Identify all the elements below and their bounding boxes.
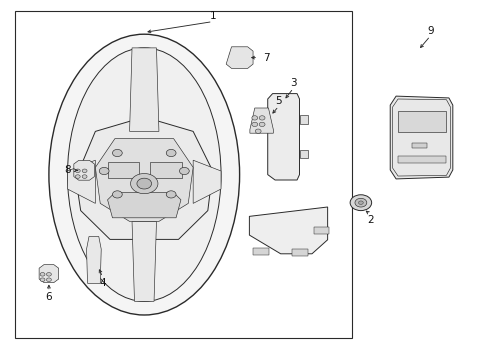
Polygon shape [107, 193, 181, 218]
Circle shape [112, 191, 122, 198]
Text: 5: 5 [275, 96, 282, 106]
Circle shape [40, 273, 45, 276]
Circle shape [349, 195, 371, 211]
Bar [411, 143, 426, 148]
Circle shape [46, 278, 51, 282]
Polygon shape [253, 248, 268, 255]
Bar [150, 162, 182, 178]
Polygon shape [132, 221, 156, 301]
Circle shape [75, 175, 80, 179]
Polygon shape [292, 249, 307, 256]
Circle shape [251, 116, 257, 120]
Circle shape [251, 122, 257, 127]
Polygon shape [249, 207, 327, 254]
Circle shape [166, 191, 176, 198]
Polygon shape [39, 265, 59, 283]
Text: 7: 7 [263, 53, 269, 63]
Circle shape [99, 167, 109, 175]
Polygon shape [193, 160, 221, 203]
Text: 1: 1 [209, 11, 216, 21]
Ellipse shape [49, 34, 239, 315]
Circle shape [259, 122, 264, 127]
Ellipse shape [67, 48, 221, 301]
Text: 2: 2 [366, 215, 373, 225]
Text: 3: 3 [289, 78, 296, 88]
Polygon shape [74, 161, 94, 180]
Circle shape [46, 273, 51, 276]
Circle shape [112, 149, 122, 157]
Text: 8: 8 [64, 165, 71, 175]
Polygon shape [129, 48, 159, 131]
Polygon shape [67, 160, 95, 203]
Circle shape [354, 198, 366, 207]
Circle shape [166, 149, 176, 157]
Polygon shape [313, 227, 328, 234]
Text: 6: 6 [45, 292, 52, 302]
Bar [397, 111, 446, 132]
Circle shape [40, 278, 45, 282]
Circle shape [358, 201, 363, 204]
Bar [299, 115, 308, 124]
Polygon shape [249, 108, 273, 133]
Circle shape [255, 129, 261, 133]
Circle shape [82, 169, 87, 173]
Bar [299, 150, 308, 158]
Polygon shape [86, 237, 101, 283]
Text: 4: 4 [99, 278, 106, 288]
Polygon shape [225, 47, 253, 68]
Text: 9: 9 [426, 26, 433, 36]
Circle shape [82, 175, 87, 179]
Polygon shape [389, 96, 452, 179]
Circle shape [179, 167, 189, 175]
Circle shape [130, 174, 158, 194]
Bar [15, 11, 351, 338]
Polygon shape [76, 117, 212, 239]
Circle shape [137, 178, 151, 189]
Bar [107, 162, 139, 178]
Bar [397, 156, 446, 163]
Polygon shape [267, 94, 299, 180]
Circle shape [75, 169, 80, 173]
Polygon shape [95, 139, 193, 221]
Circle shape [259, 116, 264, 120]
